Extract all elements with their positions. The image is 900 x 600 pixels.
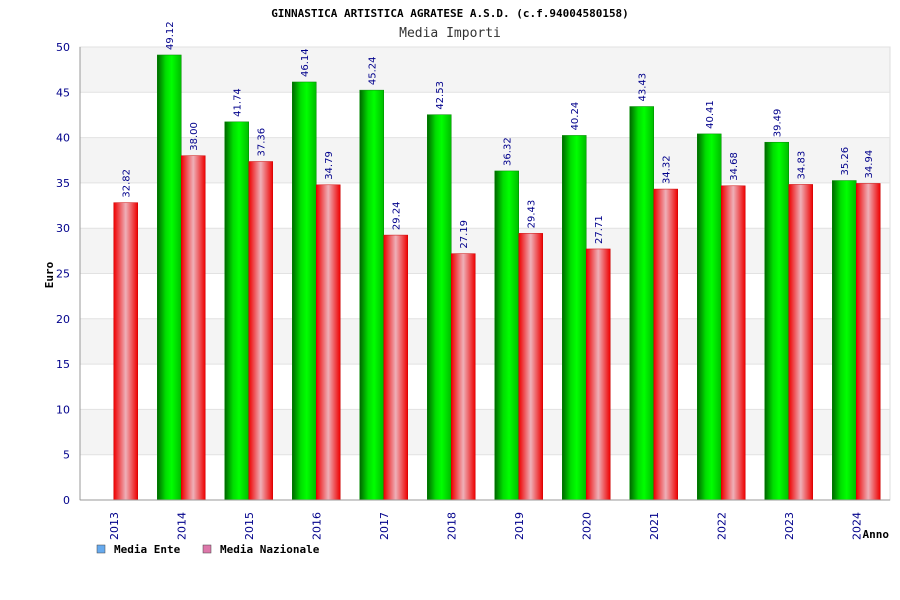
legend: Media Ente Media Nazionale [96, 543, 320, 556]
plot-band [80, 92, 890, 138]
bar-value-label: 46.14 [300, 48, 311, 77]
bar-media-ente-2015 [224, 121, 249, 501]
x-axis-label: Anno [863, 528, 890, 541]
legend-swatch-media-nazionale [202, 544, 212, 554]
y-tick-label: 5 [63, 449, 70, 462]
x-tick-label: 2013 [108, 512, 121, 540]
bar-media-ente-2020 [562, 135, 587, 501]
x-tick-label: 2019 [513, 512, 526, 540]
bar-value-label: 49.12 [165, 21, 176, 50]
bar-media-ente-2016 [292, 81, 317, 501]
bar-value-label: 32.82 [122, 169, 133, 198]
y-tick-label: 0 [63, 494, 70, 507]
plot-band [80, 409, 890, 455]
y-axis-ticks: 0 5 10 15 20 25 30 35 40 45 50 [56, 41, 70, 507]
y-tick-label: 15 [56, 358, 70, 371]
bar-value-label: 34.94 [864, 150, 875, 179]
bar-media-ente-2022 [697, 133, 722, 501]
y-tick-label: 25 [56, 268, 70, 281]
bar-value-label: 27.71 [594, 215, 605, 244]
bar-media-nazionale-2023 [788, 184, 813, 501]
bar-media-ente-2023 [764, 141, 789, 501]
y-axis-label: Euro [43, 261, 56, 288]
y-tick-label: 10 [56, 403, 70, 416]
plot-band [80, 47, 890, 93]
x-tick-label: 2021 [648, 512, 661, 540]
plot-band [80, 137, 890, 183]
plot-band [80, 364, 890, 410]
bar-media-ente-2014 [157, 54, 182, 501]
bar-value-label: 43.43 [638, 73, 649, 102]
bar-value-label: 29.43 [527, 200, 538, 229]
x-tick-label: 2020 [580, 512, 593, 540]
bar-value-label: 40.41 [705, 100, 716, 129]
bar-value-label: 38.00 [189, 122, 200, 151]
bar-value-label: 34.83 [797, 151, 808, 180]
bar-media-nazionale-2020 [586, 248, 611, 501]
plot-band [80, 182, 890, 229]
chart-subtitle: Media Importi [399, 26, 501, 41]
plot-band [80, 228, 890, 274]
bar-media-nazionale-2015 [248, 161, 273, 501]
x-tick-label: 2015 [243, 512, 256, 540]
y-tick-label: 20 [56, 313, 70, 326]
bar-value-label: 34.32 [662, 155, 673, 184]
bar-media-ente-2017 [359, 89, 384, 501]
x-tick-label: 2018 [445, 512, 458, 540]
y-tick-label: 50 [56, 41, 70, 54]
bar-media-nazionale-2024 [856, 183, 881, 501]
legend-label-media-nazionale: Media Nazionale [220, 543, 320, 556]
bar-media-ente-2024 [832, 180, 857, 501]
bar-media-ente-2019 [494, 170, 519, 501]
x-tick-label: 2024 [850, 512, 863, 540]
x-tick-label: 2023 [783, 512, 796, 540]
plot-background [79, 46, 891, 501]
legend-label-media-ente: Media Ente [114, 543, 181, 556]
bar-media-nazionale-2021 [653, 188, 678, 501]
bar-media-nazionale-2016 [316, 184, 341, 501]
plot-band [80, 273, 890, 319]
bar-media-nazionale-2018 [451, 253, 476, 501]
x-tick-label: 2016 [310, 512, 323, 540]
plot-band [80, 318, 890, 365]
bar-media-nazionale-2013 [113, 202, 138, 501]
y-tick-label: 40 [56, 132, 70, 145]
y-tick-label: 30 [56, 222, 70, 235]
x-axis-ticks: 2013 2014 2015 2016 2017 2018 2019 2020 2021 2022… [108, 512, 864, 540]
bar-value-label: 35.26 [840, 147, 851, 176]
bar-value-label: 34.79 [324, 151, 335, 180]
bar-value-label: 29.24 [392, 201, 403, 230]
y-tick-label: 35 [56, 177, 70, 190]
bar-value-label: 40.24 [570, 102, 581, 131]
plot-band [80, 454, 890, 500]
bar-media-nazionale-2017 [383, 234, 408, 501]
x-tick-label: 2017 [378, 512, 391, 540]
chart-title: GINNASTICA ARTISTICA AGRATESE A.S.D. (c.… [271, 7, 629, 20]
bar-media-nazionale-2014 [181, 155, 206, 501]
bar-media-nazionale-2022 [721, 185, 746, 501]
bar-value-label: 42.53 [435, 81, 446, 110]
bar-value-label: 37.36 [257, 128, 268, 157]
x-tick-label: 2022 [715, 512, 728, 540]
legend-swatch-media-ente [96, 544, 106, 554]
bar-value-label: 45.24 [368, 56, 379, 85]
y-tick-label: 45 [56, 86, 70, 99]
bars [113, 54, 881, 501]
bar-media-ente-2018 [427, 114, 452, 501]
bar-media-ente-2021 [629, 106, 654, 501]
bar-labels: 32.82 49.12 38.00 41.74 37.36 46.14 34.79 45.24… [122, 21, 876, 248]
bar-value-label: 34.68 [729, 152, 740, 181]
bar-value-label: 39.49 [773, 109, 784, 138]
bar-value-label: 41.74 [233, 88, 244, 117]
x-tick-label: 2014 [175, 512, 188, 540]
bar-value-label: 27.19 [459, 220, 470, 249]
bar-media-nazionale-2019 [518, 233, 543, 501]
bar-value-label: 36.32 [503, 137, 514, 166]
